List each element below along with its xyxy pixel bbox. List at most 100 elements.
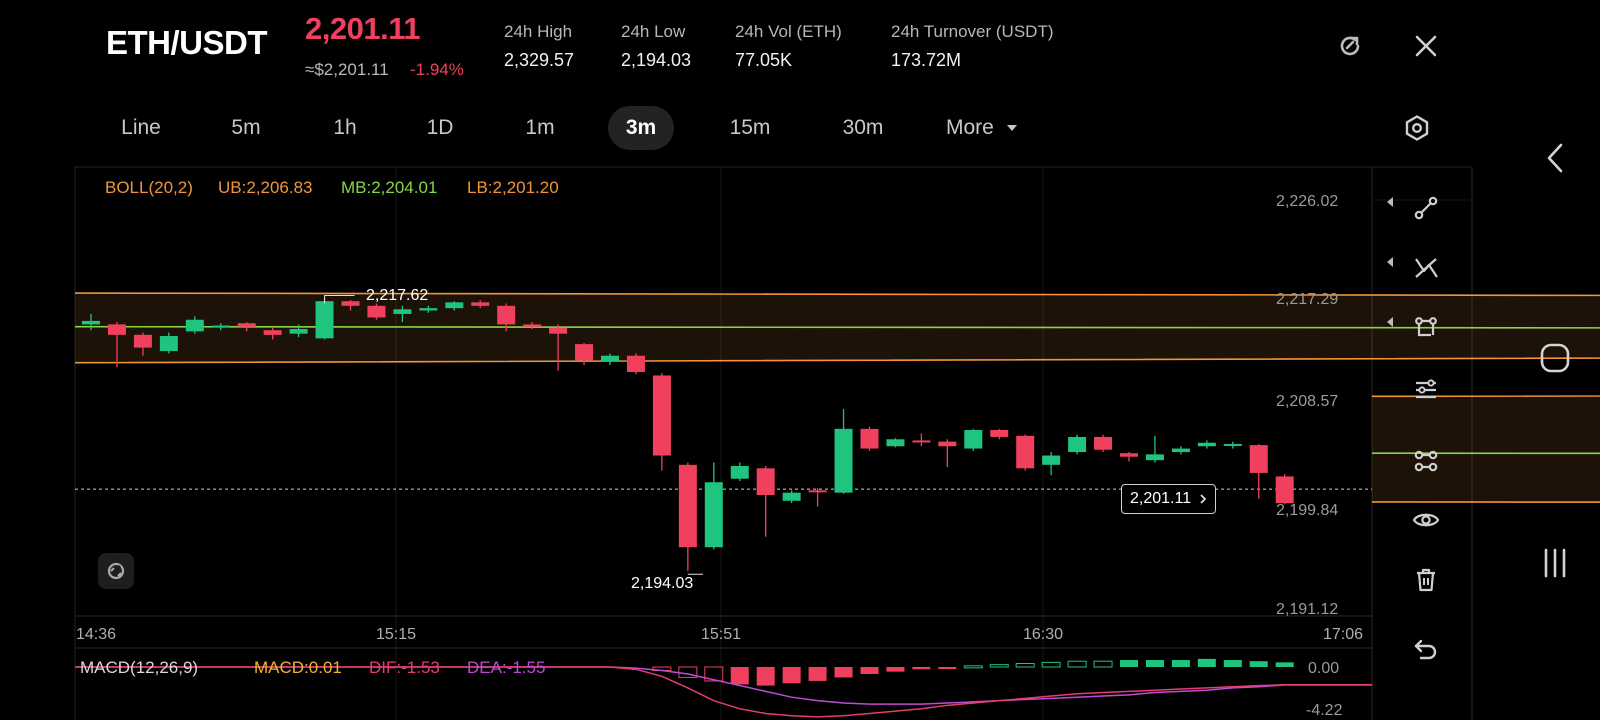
stat-high-value: 2,329.57 xyxy=(504,50,575,70)
candle-down xyxy=(1120,453,1138,457)
stat-turnover-label: 24h Turnover (USDT) xyxy=(891,22,1054,41)
macd-axis-label: 0.00 xyxy=(1308,660,1340,677)
chart-settings-icon[interactable] xyxy=(1400,111,1434,145)
refresh-icon[interactable] xyxy=(1333,29,1367,63)
macd-histogram-bar xyxy=(834,667,853,678)
candle-up xyxy=(82,320,100,325)
caret-down-icon xyxy=(1006,125,1017,132)
stat-volume-value: 77.05K xyxy=(735,50,793,70)
tab-15m[interactable]: 15m xyxy=(729,116,771,139)
ray-tool-icon[interactable] xyxy=(1409,251,1443,285)
tab-1m[interactable]: 1m xyxy=(525,116,555,139)
candle-up xyxy=(1145,454,1164,461)
boll-mid-value: MB:2,204.01 xyxy=(341,178,438,197)
tab-3m[interactable]: 3m xyxy=(608,106,674,150)
candle-down xyxy=(471,302,490,306)
shape-tool-icon[interactable] xyxy=(1409,311,1443,345)
time-axis-label: 16:30 xyxy=(1023,626,1064,643)
tab-more[interactable]: More xyxy=(946,106,1030,150)
boll-band-fill xyxy=(75,293,1600,503)
macd-histogram-bar xyxy=(963,665,983,669)
macd-histogram-bar xyxy=(1223,660,1242,667)
macd-histogram-bar xyxy=(730,667,749,685)
candle-up xyxy=(1042,455,1061,465)
candle-up xyxy=(159,336,178,352)
candle-down xyxy=(549,327,568,334)
candle-down xyxy=(575,344,594,361)
candle-down xyxy=(133,334,152,348)
time-axis-label: 15:51 xyxy=(701,626,742,643)
candle-up xyxy=(289,329,308,334)
price-axis-label: 2,226.02 xyxy=(1276,193,1339,210)
macd-histogram-bar xyxy=(1041,661,1061,668)
candle-down xyxy=(1016,435,1035,469)
candle-down xyxy=(1275,476,1294,504)
candle-up xyxy=(1223,443,1242,446)
macd-histogram-bar xyxy=(1197,658,1216,667)
high-marker-label: 2,217.62 xyxy=(366,287,429,304)
macd-histogram-bar xyxy=(1120,660,1138,667)
tab-more-label: More xyxy=(946,116,994,139)
candle-up xyxy=(964,430,983,449)
macd-histogram-bar xyxy=(1067,660,1087,668)
macd-histogram-bar xyxy=(808,667,827,681)
stat-turnover-value: 173.72M xyxy=(891,50,962,70)
candle-up xyxy=(730,465,749,479)
candle-up xyxy=(1197,442,1216,447)
candle-up xyxy=(1068,436,1087,453)
stat-high-label: 24h High xyxy=(504,22,573,41)
candle-up xyxy=(315,301,334,339)
candle-up xyxy=(886,439,905,447)
recent-apps-nav-icon[interactable] xyxy=(1537,545,1573,581)
trendline-tool-icon[interactable] xyxy=(1409,191,1443,225)
chevron-right-icon xyxy=(1200,494,1207,504)
macd-histogram-bar xyxy=(704,666,724,682)
tab-30m[interactable]: 30m xyxy=(842,116,884,139)
back-nav-icon[interactable] xyxy=(1537,140,1573,176)
price-axis-label: 2,199.84 xyxy=(1276,502,1339,519)
expand-arrow-icon[interactable] xyxy=(1387,257,1393,267)
time-axis-label: 17:06 xyxy=(1323,626,1364,643)
candle-down xyxy=(367,305,386,318)
eye-icon[interactable] xyxy=(1409,503,1443,537)
trash-icon[interactable] xyxy=(1409,563,1443,597)
undo-icon[interactable] xyxy=(1409,632,1443,666)
macd-histogram-bar xyxy=(1015,663,1035,668)
candle-down xyxy=(1249,445,1268,473)
price-axis-label: 2,191.12 xyxy=(1276,601,1339,618)
tab-1d[interactable]: 1D xyxy=(426,116,454,139)
price-axis-label: 2,217.29 xyxy=(1276,291,1339,308)
candle-down xyxy=(678,464,697,548)
tab-1h[interactable]: 1h xyxy=(333,116,357,139)
candle-down xyxy=(1094,436,1113,450)
tab-line[interactable]: Line xyxy=(121,116,161,139)
macd-histogram-bar xyxy=(912,667,931,670)
boll-indicator-name: BOLL(20,2) xyxy=(105,178,193,197)
candle-up xyxy=(211,325,230,328)
macd-histogram-bar xyxy=(1093,660,1113,668)
low-marker-label: 2,194.03 xyxy=(631,575,694,592)
dea-value: DEA:-1.55 xyxy=(467,658,546,677)
expand-arrow-icon[interactable] xyxy=(1387,317,1393,327)
home-nav-icon[interactable] xyxy=(1537,340,1573,376)
candle-up xyxy=(393,309,412,314)
dif-line xyxy=(75,666,1372,718)
candle-down xyxy=(497,305,516,325)
macd-histogram-bar xyxy=(989,664,1009,668)
candle-down xyxy=(990,430,1009,437)
current-price-tag[interactable]: 2,201.11 xyxy=(1121,484,1217,514)
candle-up xyxy=(1171,448,1190,453)
indicator-tool-icon[interactable] xyxy=(1409,444,1443,478)
tab-5m[interactable]: 5m xyxy=(231,116,261,139)
macd-value: MACD:0.01 xyxy=(254,658,342,677)
close-icon[interactable] xyxy=(1409,29,1443,63)
chart-reset-button[interactable] xyxy=(98,553,134,589)
candle-down xyxy=(860,428,879,449)
stat-volume-label: 24h Vol (ETH) xyxy=(735,22,842,41)
fibonacci-tool-icon[interactable] xyxy=(1409,373,1443,407)
candle-down xyxy=(263,330,282,335)
boll-lower-value: LB:2,201.20 xyxy=(467,178,559,197)
expand-arrow-icon[interactable] xyxy=(1387,197,1393,207)
